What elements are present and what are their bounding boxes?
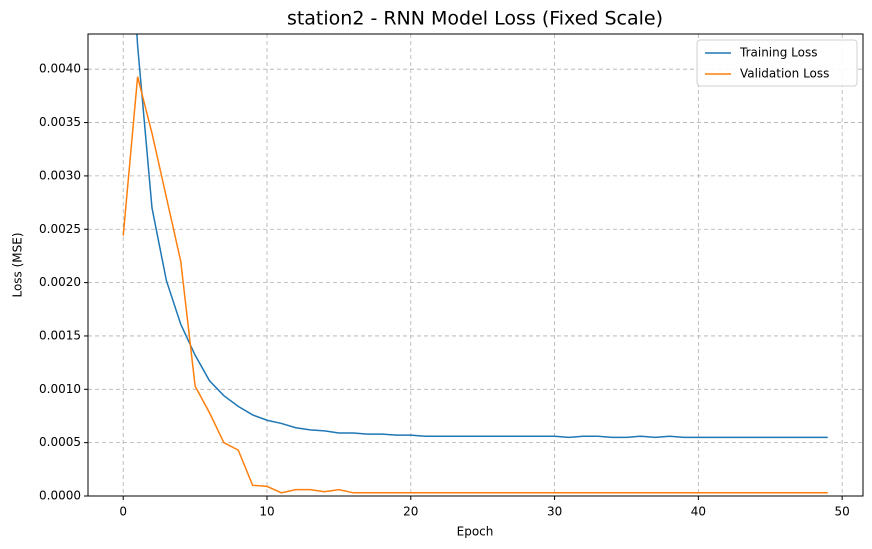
y-axis-label: Loss (MSE) [11,232,25,297]
plot-lines [122,34,828,494]
grid [88,34,863,497]
x-tick-label: 30 [547,505,562,519]
legend-label: Training Loss [739,46,817,60]
x-tick-label: 10 [259,505,274,519]
y-tick-label: 0.0020 [39,275,81,289]
y-tick-label: 0.0010 [39,382,81,396]
y-tick-label: 0.0035 [39,115,81,129]
y-tick-label: 0.0005 [39,435,81,449]
y-tick-label: 0.0015 [39,328,81,342]
line-series [136,34,828,439]
x-tick-label: 20 [403,505,418,519]
y-tick-label: 0.0030 [39,168,81,182]
y-tick-label: 0.0000 [39,489,81,503]
x-axis-label: Epoch [457,525,494,539]
x-tick-label: 0 [119,505,127,519]
chart-title: station2 - RNN Model Loss (Fixed Scale) [287,8,663,30]
x-tick-label: 50 [835,505,850,519]
y-tick-label: 0.0025 [39,222,81,236]
line-series [122,76,828,494]
legend-box [696,39,858,87]
y-tick-label: 0.0040 [39,62,81,76]
plot-frame [87,33,864,497]
legend-label: Validation Loss [740,67,829,81]
x-tick-label: 40 [691,505,706,519]
